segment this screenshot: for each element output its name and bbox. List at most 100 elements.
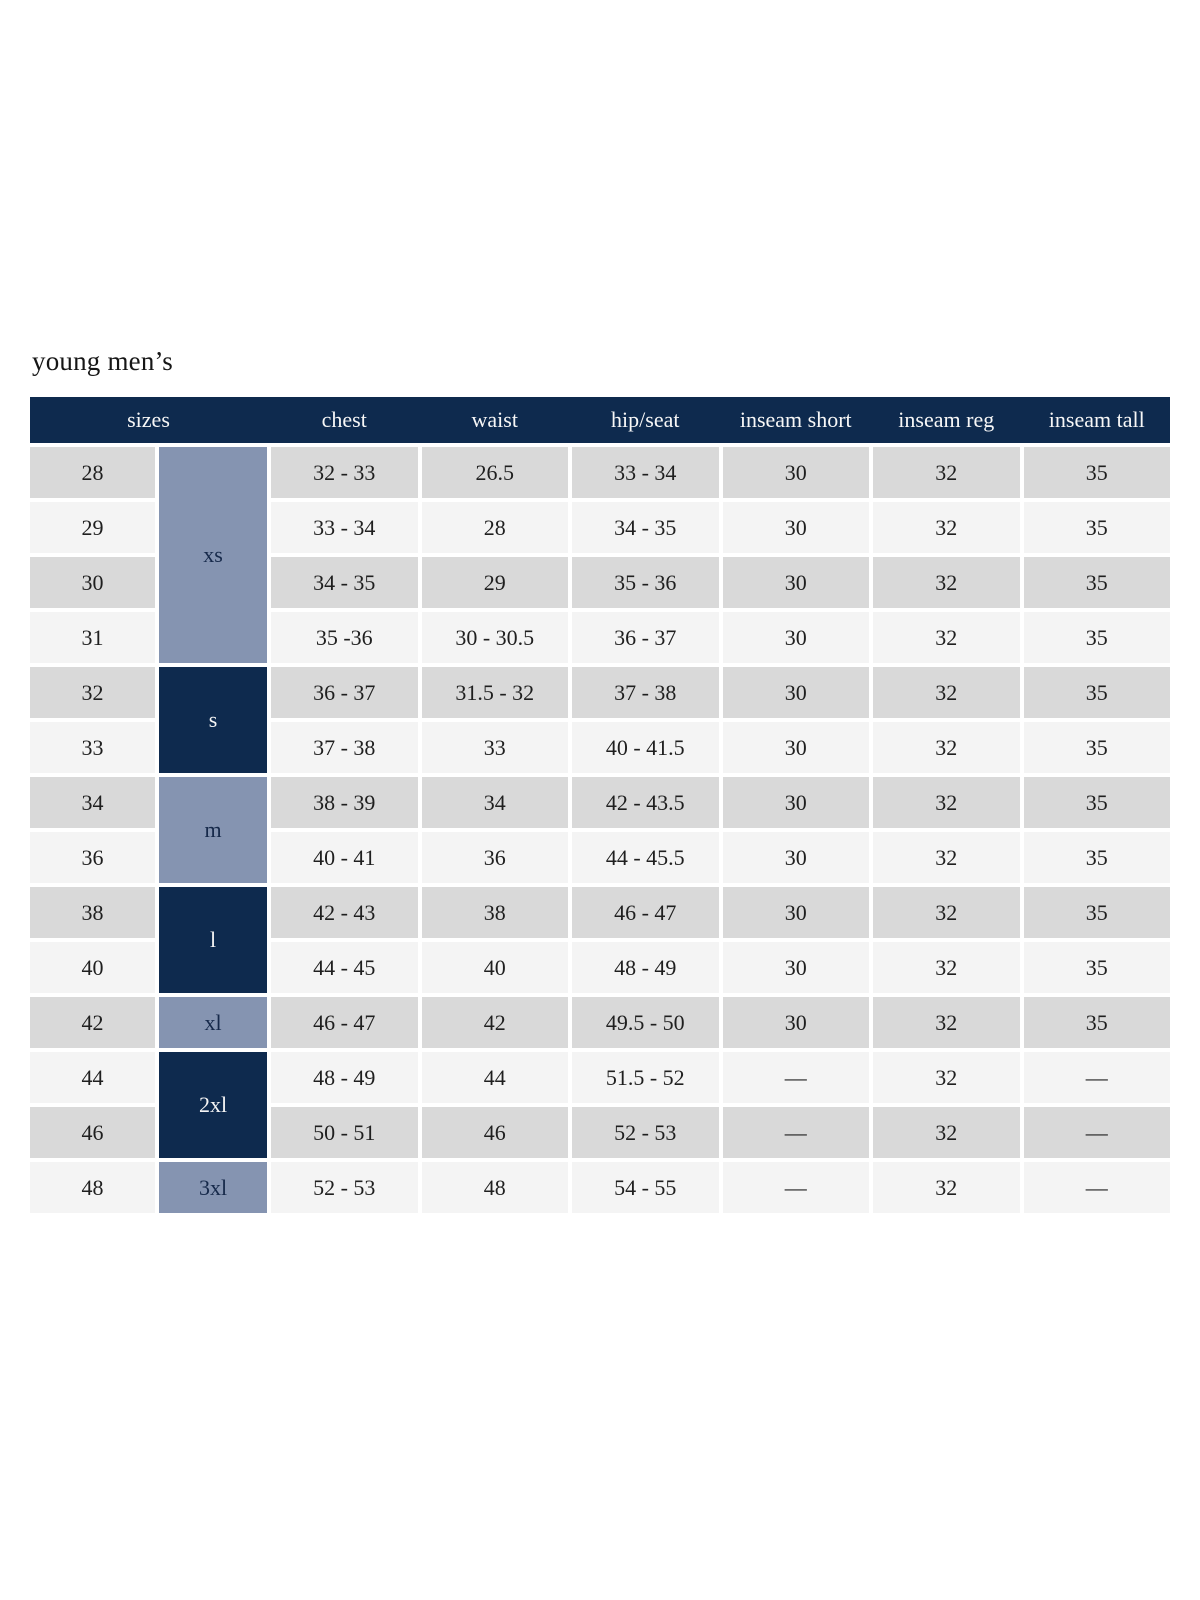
inseam-short-cell: 30 [722, 667, 869, 718]
inseam-tall-cell: 35 [1023, 942, 1170, 993]
hip-seat-cell: 49.5 - 50 [572, 997, 719, 1048]
column-header-chest: chest [321, 407, 367, 432]
waist-cell: 33 [421, 722, 568, 773]
size-group-m: m [159, 777, 267, 883]
size-group-l: l [159, 887, 267, 993]
size-group-3xl: 3xl [159, 1162, 267, 1213]
waist-cell: 26.5 [421, 447, 568, 498]
hip-seat-cell: 36 - 37 [572, 612, 719, 663]
chest-cell: 46 - 47 [271, 997, 418, 1048]
inseam-short-cell: 30 [722, 447, 869, 498]
inseam-short-cell: 30 [722, 777, 869, 828]
inseam-reg-cell: 32 [873, 942, 1020, 993]
inseam-short-cell: — [722, 1052, 869, 1103]
inseam-reg-cell: 32 [873, 887, 1020, 938]
waist-cell: 38 [421, 887, 568, 938]
chest-cell: 38 - 39 [271, 777, 418, 828]
waist-cell: 28 [421, 502, 568, 553]
inseam-tall-cell: 35 [1023, 832, 1170, 883]
waist-cell: 44 [421, 1052, 568, 1103]
inseam-tall-cell: 35 [1023, 777, 1170, 828]
size-cell: 28 [30, 447, 155, 498]
waist-cell: 30 - 30.5 [421, 612, 568, 663]
chest-cell: 34 - 35 [271, 557, 418, 608]
size-cell: 38 [30, 887, 155, 938]
waist-cell: 31.5 - 32 [421, 667, 568, 718]
inseam-reg-cell: 32 [873, 1052, 1020, 1103]
hip-seat-cell: 51.5 - 52 [572, 1052, 719, 1103]
inseam-short-cell: 30 [722, 887, 869, 938]
inseam-short-cell: — [722, 1107, 869, 1158]
inseam-short-cell: 30 [722, 612, 869, 663]
inseam-tall-cell: 35 [1023, 612, 1170, 663]
chest-cell: 36 - 37 [271, 667, 418, 718]
inseam-tall-cell: 35 [1023, 557, 1170, 608]
waist-cell: 40 [421, 942, 568, 993]
hip-seat-cell: 34 - 35 [572, 502, 719, 553]
waist-cell: 48 [421, 1162, 568, 1213]
size-cell: 31 [30, 612, 155, 663]
size-group-2xl: 2xl [159, 1052, 267, 1158]
waist-cell: 36 [421, 832, 568, 883]
hip-seat-cell: 48 - 49 [572, 942, 719, 993]
column-header-waist: waist [471, 407, 518, 432]
hip-seat-cell: 46 - 47 [572, 887, 719, 938]
inseam-short-cell: 30 [722, 832, 869, 883]
inseam-reg-cell: 32 [873, 722, 1020, 773]
table-header-row: sizes chest waist hip/seat inseam short … [30, 397, 1170, 443]
chest-cell: 40 - 41 [271, 832, 418, 883]
hip-seat-cell: 42 - 43.5 [572, 777, 719, 828]
inseam-reg-cell: 32 [873, 832, 1020, 883]
chest-cell: 50 - 51 [271, 1107, 418, 1158]
size-cell: 48 [30, 1162, 155, 1213]
inseam-reg-cell: 32 [873, 612, 1020, 663]
hip-seat-cell: 44 - 45.5 [572, 832, 719, 883]
size-group-xl: xl [159, 997, 267, 1048]
column-header-hip-seat: hip/seat [611, 407, 680, 432]
chest-cell: 42 - 43 [271, 887, 418, 938]
inseam-reg-cell: 32 [873, 557, 1020, 608]
chest-cell: 32 - 33 [271, 447, 418, 498]
page-title: young men’s [32, 346, 173, 376]
size-cell: 46 [30, 1107, 155, 1158]
chest-cell: 35 -36 [271, 612, 418, 663]
size-cell: 42 [30, 997, 155, 1048]
inseam-reg-cell: 32 [873, 1107, 1020, 1158]
size-cell: 34 [30, 777, 155, 828]
waist-cell: 46 [421, 1107, 568, 1158]
hip-seat-cell: 40 - 41.5 [572, 722, 719, 773]
inseam-short-cell: 30 [722, 942, 869, 993]
inseam-tall-cell: 35 [1023, 667, 1170, 718]
hip-seat-cell: 52 - 53 [572, 1107, 719, 1158]
waist-cell: 42 [421, 997, 568, 1048]
hip-seat-cell: 54 - 55 [572, 1162, 719, 1213]
inseam-tall-cell: — [1023, 1107, 1170, 1158]
size-group-xs: xs [159, 447, 267, 663]
inseam-tall-cell: — [1023, 1162, 1170, 1213]
chest-cell: 44 - 45 [271, 942, 418, 993]
inseam-tall-cell: 35 [1023, 447, 1170, 498]
size-chart-table: sizes chest waist hip/seat inseam short … [30, 397, 1170, 1213]
chest-cell: 48 - 49 [271, 1052, 418, 1103]
size-cell: 29 [30, 502, 155, 553]
inseam-tall-cell: 35 [1023, 887, 1170, 938]
inseam-short-cell: 30 [722, 502, 869, 553]
inseam-reg-cell: 32 [873, 1162, 1020, 1213]
size-cell: 30 [30, 557, 155, 608]
inseam-tall-cell: 35 [1023, 502, 1170, 553]
inseam-short-cell: 30 [722, 722, 869, 773]
inseam-tall-cell: 35 [1023, 722, 1170, 773]
chest-cell: 52 - 53 [271, 1162, 418, 1213]
size-cell: 44 [30, 1052, 155, 1103]
column-header-inseam-reg: inseam reg [898, 407, 995, 432]
column-header-sizes: sizes [127, 407, 170, 432]
waist-cell: 34 [421, 777, 568, 828]
size-cell: 40 [30, 942, 155, 993]
column-header-inseam-short: inseam short [739, 407, 852, 432]
inseam-short-cell: 30 [722, 557, 869, 608]
inseam-short-cell: — [722, 1162, 869, 1213]
size-cell: 33 [30, 722, 155, 773]
hip-seat-cell: 35 - 36 [572, 557, 719, 608]
column-header-inseam-tall: inseam tall [1048, 407, 1145, 432]
